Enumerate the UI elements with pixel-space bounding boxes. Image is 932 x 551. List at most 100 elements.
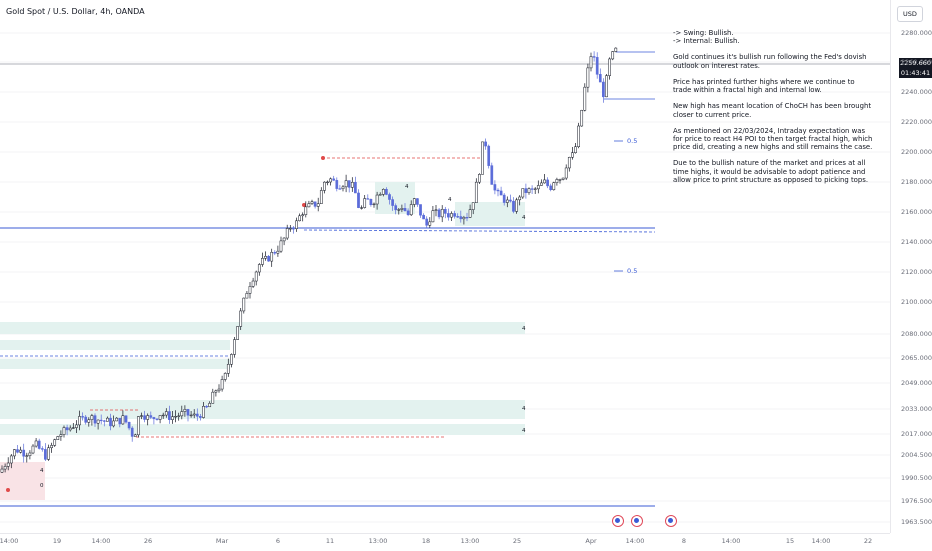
candle-body — [226, 364, 230, 374]
time-axis[interactable] — [0, 533, 890, 551]
candle-body — [102, 420, 106, 422]
candle-body — [555, 179, 559, 183]
candle-body — [106, 417, 109, 422]
candle-body — [211, 391, 215, 404]
candle-body — [84, 416, 88, 423]
candle-body — [490, 165, 494, 185]
candle-body — [605, 75, 608, 98]
candle-body — [242, 297, 246, 312]
candle-body — [614, 47, 618, 52]
note-paragraph: Price has printed further highs where we… — [673, 77, 855, 95]
candle-body — [273, 252, 277, 254]
price-tick-label: 2017.000 — [901, 430, 932, 438]
price-tick-label: 1963.500 — [901, 518, 932, 526]
candle-body — [152, 417, 156, 420]
candle-body — [598, 74, 602, 83]
candle-body — [496, 189, 500, 192]
demand-zone — [0, 340, 230, 350]
candle-body — [230, 354, 233, 365]
candle-body — [478, 174, 481, 183]
candle-body — [195, 413, 199, 417]
candle-body — [400, 208, 404, 210]
candle-body — [456, 216, 460, 218]
candle-body — [549, 185, 553, 191]
candle-body — [47, 447, 50, 460]
candle-body — [592, 56, 596, 58]
candle-body — [279, 240, 283, 252]
candle-body — [313, 201, 317, 207]
zone-marker: 0 — [40, 483, 44, 489]
time-tick-label: 14:00 — [0, 537, 19, 545]
candle-body — [512, 200, 515, 212]
candle-body — [22, 449, 26, 457]
candle-body — [375, 194, 379, 205]
candle-body — [292, 228, 295, 230]
candle-body — [350, 182, 354, 188]
price-tick-label: 2049.000 — [901, 379, 932, 387]
candle-body — [158, 415, 162, 420]
candle-body — [450, 213, 453, 218]
candle-body — [192, 413, 196, 416]
analysis-note[interactable]: -> Swing: Bullish. -> Internal: Bullish.… — [673, 29, 873, 192]
candle-body — [354, 182, 357, 194]
candle-body — [257, 264, 261, 273]
candle-body — [270, 252, 274, 262]
candle-body — [416, 198, 419, 205]
candle-body — [282, 237, 286, 242]
candle-body — [422, 214, 425, 220]
last-price-label: 2259.660 — [899, 59, 931, 67]
note-paragraph: As mentioned on 22/03/2024, Intraday exp… — [673, 126, 873, 152]
choch-line — [303, 229, 656, 233]
price-tick-label: 1990.500 — [901, 474, 932, 482]
price-tick-label: 2100.000 — [901, 298, 932, 306]
us-flag-icon[interactable] — [631, 515, 643, 527]
candle-body — [474, 181, 478, 203]
price-axis[interactable] — [890, 0, 932, 533]
candle-body — [90, 415, 94, 420]
candle-body — [261, 258, 264, 265]
price-tick-label: 2140.000 — [901, 238, 932, 246]
candle-body — [363, 198, 367, 208]
price-tick-label: 2240.000 — [901, 88, 932, 96]
candle-body — [81, 416, 84, 418]
candle-body — [3, 466, 7, 470]
candle-body — [25, 455, 29, 457]
candle-body — [31, 445, 35, 454]
demand-zone — [0, 322, 525, 334]
candlestick-chart[interactable]: 0.5 0.5 4 4 4 4 4 4 4 0 — [0, 0, 890, 533]
time-tick-label: 13:00 — [460, 537, 480, 545]
price-tick-label: 2180.000 — [901, 178, 932, 186]
price-chart-pane[interactable]: 0.5 0.5 4 4 4 4 4 4 4 0 Gold Spot / U.S.… — [0, 0, 890, 533]
candle-body — [561, 177, 565, 180]
candle-body — [164, 411, 168, 416]
time-tick-label: 25 — [512, 537, 522, 545]
candle-body — [344, 180, 348, 188]
candle-body — [112, 420, 115, 427]
candle-body — [264, 255, 267, 259]
candle-body — [137, 416, 140, 436]
price-tick-label: 2120.000 — [901, 268, 932, 276]
candle-body — [341, 186, 345, 190]
candle-body — [533, 188, 537, 190]
time-tick-label: 19 — [52, 537, 62, 545]
zone-marker: 4 — [522, 326, 526, 332]
candle-body — [468, 209, 472, 218]
candle-body — [536, 185, 540, 190]
candle-body — [214, 390, 218, 393]
candle-body — [68, 427, 72, 431]
symbol-title[interactable]: Gold Spot / U.S. Dollar, 4h, OANDA — [6, 7, 145, 16]
candle-body — [530, 188, 534, 190]
currency-button[interactable]: USD — [897, 6, 923, 22]
candle-body — [233, 339, 236, 355]
candle-body — [37, 440, 41, 449]
note-paragraph: New high has meant location of ChoCH has… — [673, 102, 872, 119]
candle-body — [223, 373, 227, 380]
candle-body — [412, 198, 416, 205]
candle-body — [394, 205, 398, 211]
price-tick-label: 2220.000 — [901, 118, 932, 126]
us-flag-icon[interactable] — [612, 515, 624, 527]
us-flag-icon[interactable] — [665, 515, 677, 527]
candle-body — [245, 293, 249, 299]
candle-body — [121, 415, 125, 425]
candle-body — [574, 146, 577, 153]
